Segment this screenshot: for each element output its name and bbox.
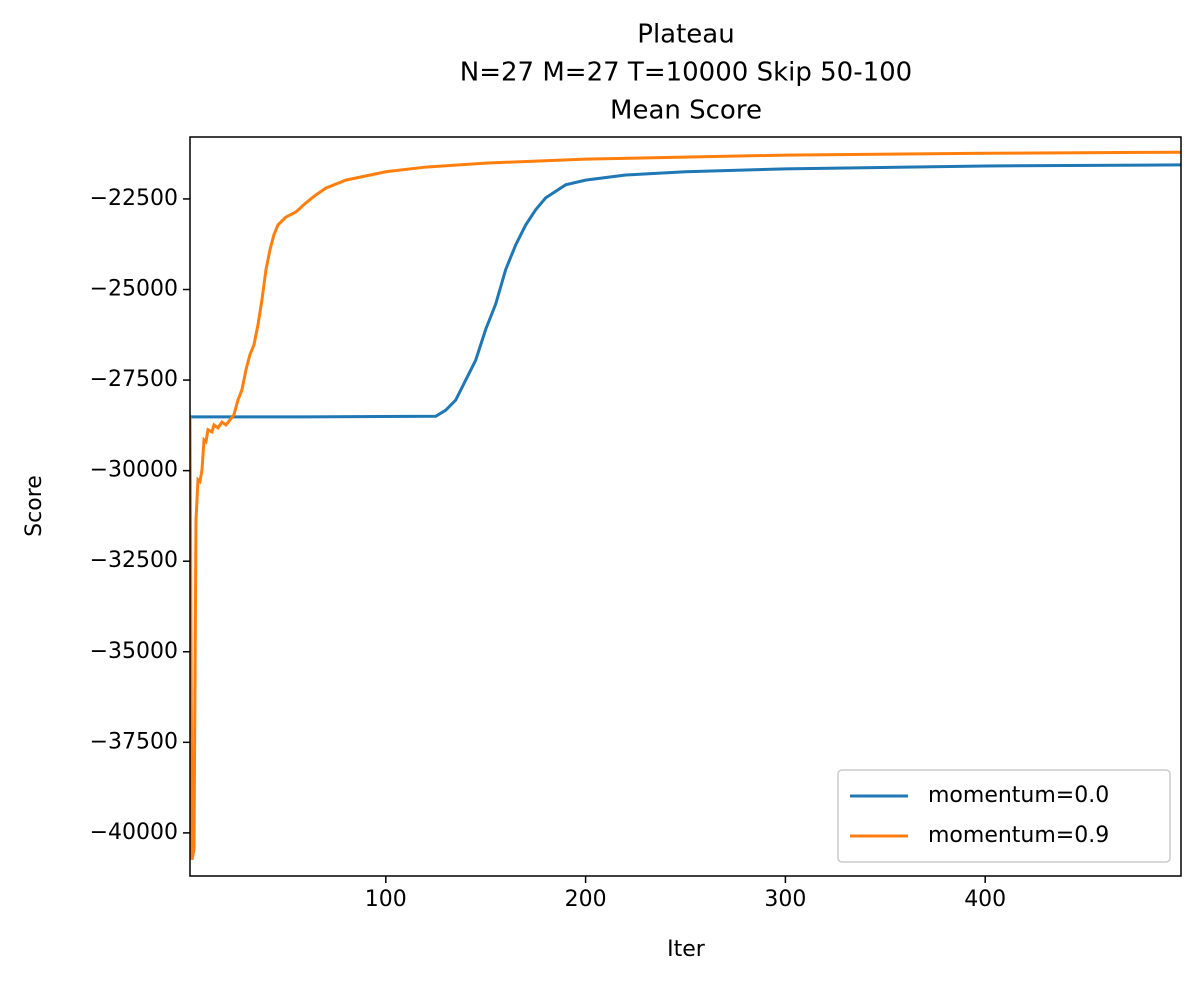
x-tick-label: 300 <box>764 887 806 912</box>
y-tick-label: −40000 <box>90 820 178 845</box>
y-tick-label: −27500 <box>90 367 178 392</box>
chart-title: Plateau <box>637 20 734 50</box>
y-tick-label: −35000 <box>90 639 178 664</box>
x-tick-label: 100 <box>365 887 407 912</box>
chart-title: N=27 M=27 T=10000 Skip 50-100 <box>460 58 912 88</box>
plot-frame <box>189 136 1182 877</box>
x-tick-label: 400 <box>964 887 1006 912</box>
y-axis-label: Score <box>22 475 47 537</box>
legend-label: momentum=0.0 <box>928 783 1109 808</box>
chart-title: Mean Score <box>610 96 762 126</box>
x-axis-label: Iter <box>667 937 706 962</box>
legend-box <box>837 769 1171 863</box>
y-tick-label: −37500 <box>90 729 178 754</box>
y-tick-label: −25000 <box>90 277 178 302</box>
legend-label: momentum=0.9 <box>928 823 1109 848</box>
y-tick-label: −30000 <box>90 458 178 483</box>
line <box>190 163 1181 419</box>
line <box>190 150 1181 860</box>
x-tick-label: 200 <box>565 887 607 912</box>
y-tick-label: −32500 <box>90 548 178 573</box>
y-tick-label: −22500 <box>90 186 178 211</box>
